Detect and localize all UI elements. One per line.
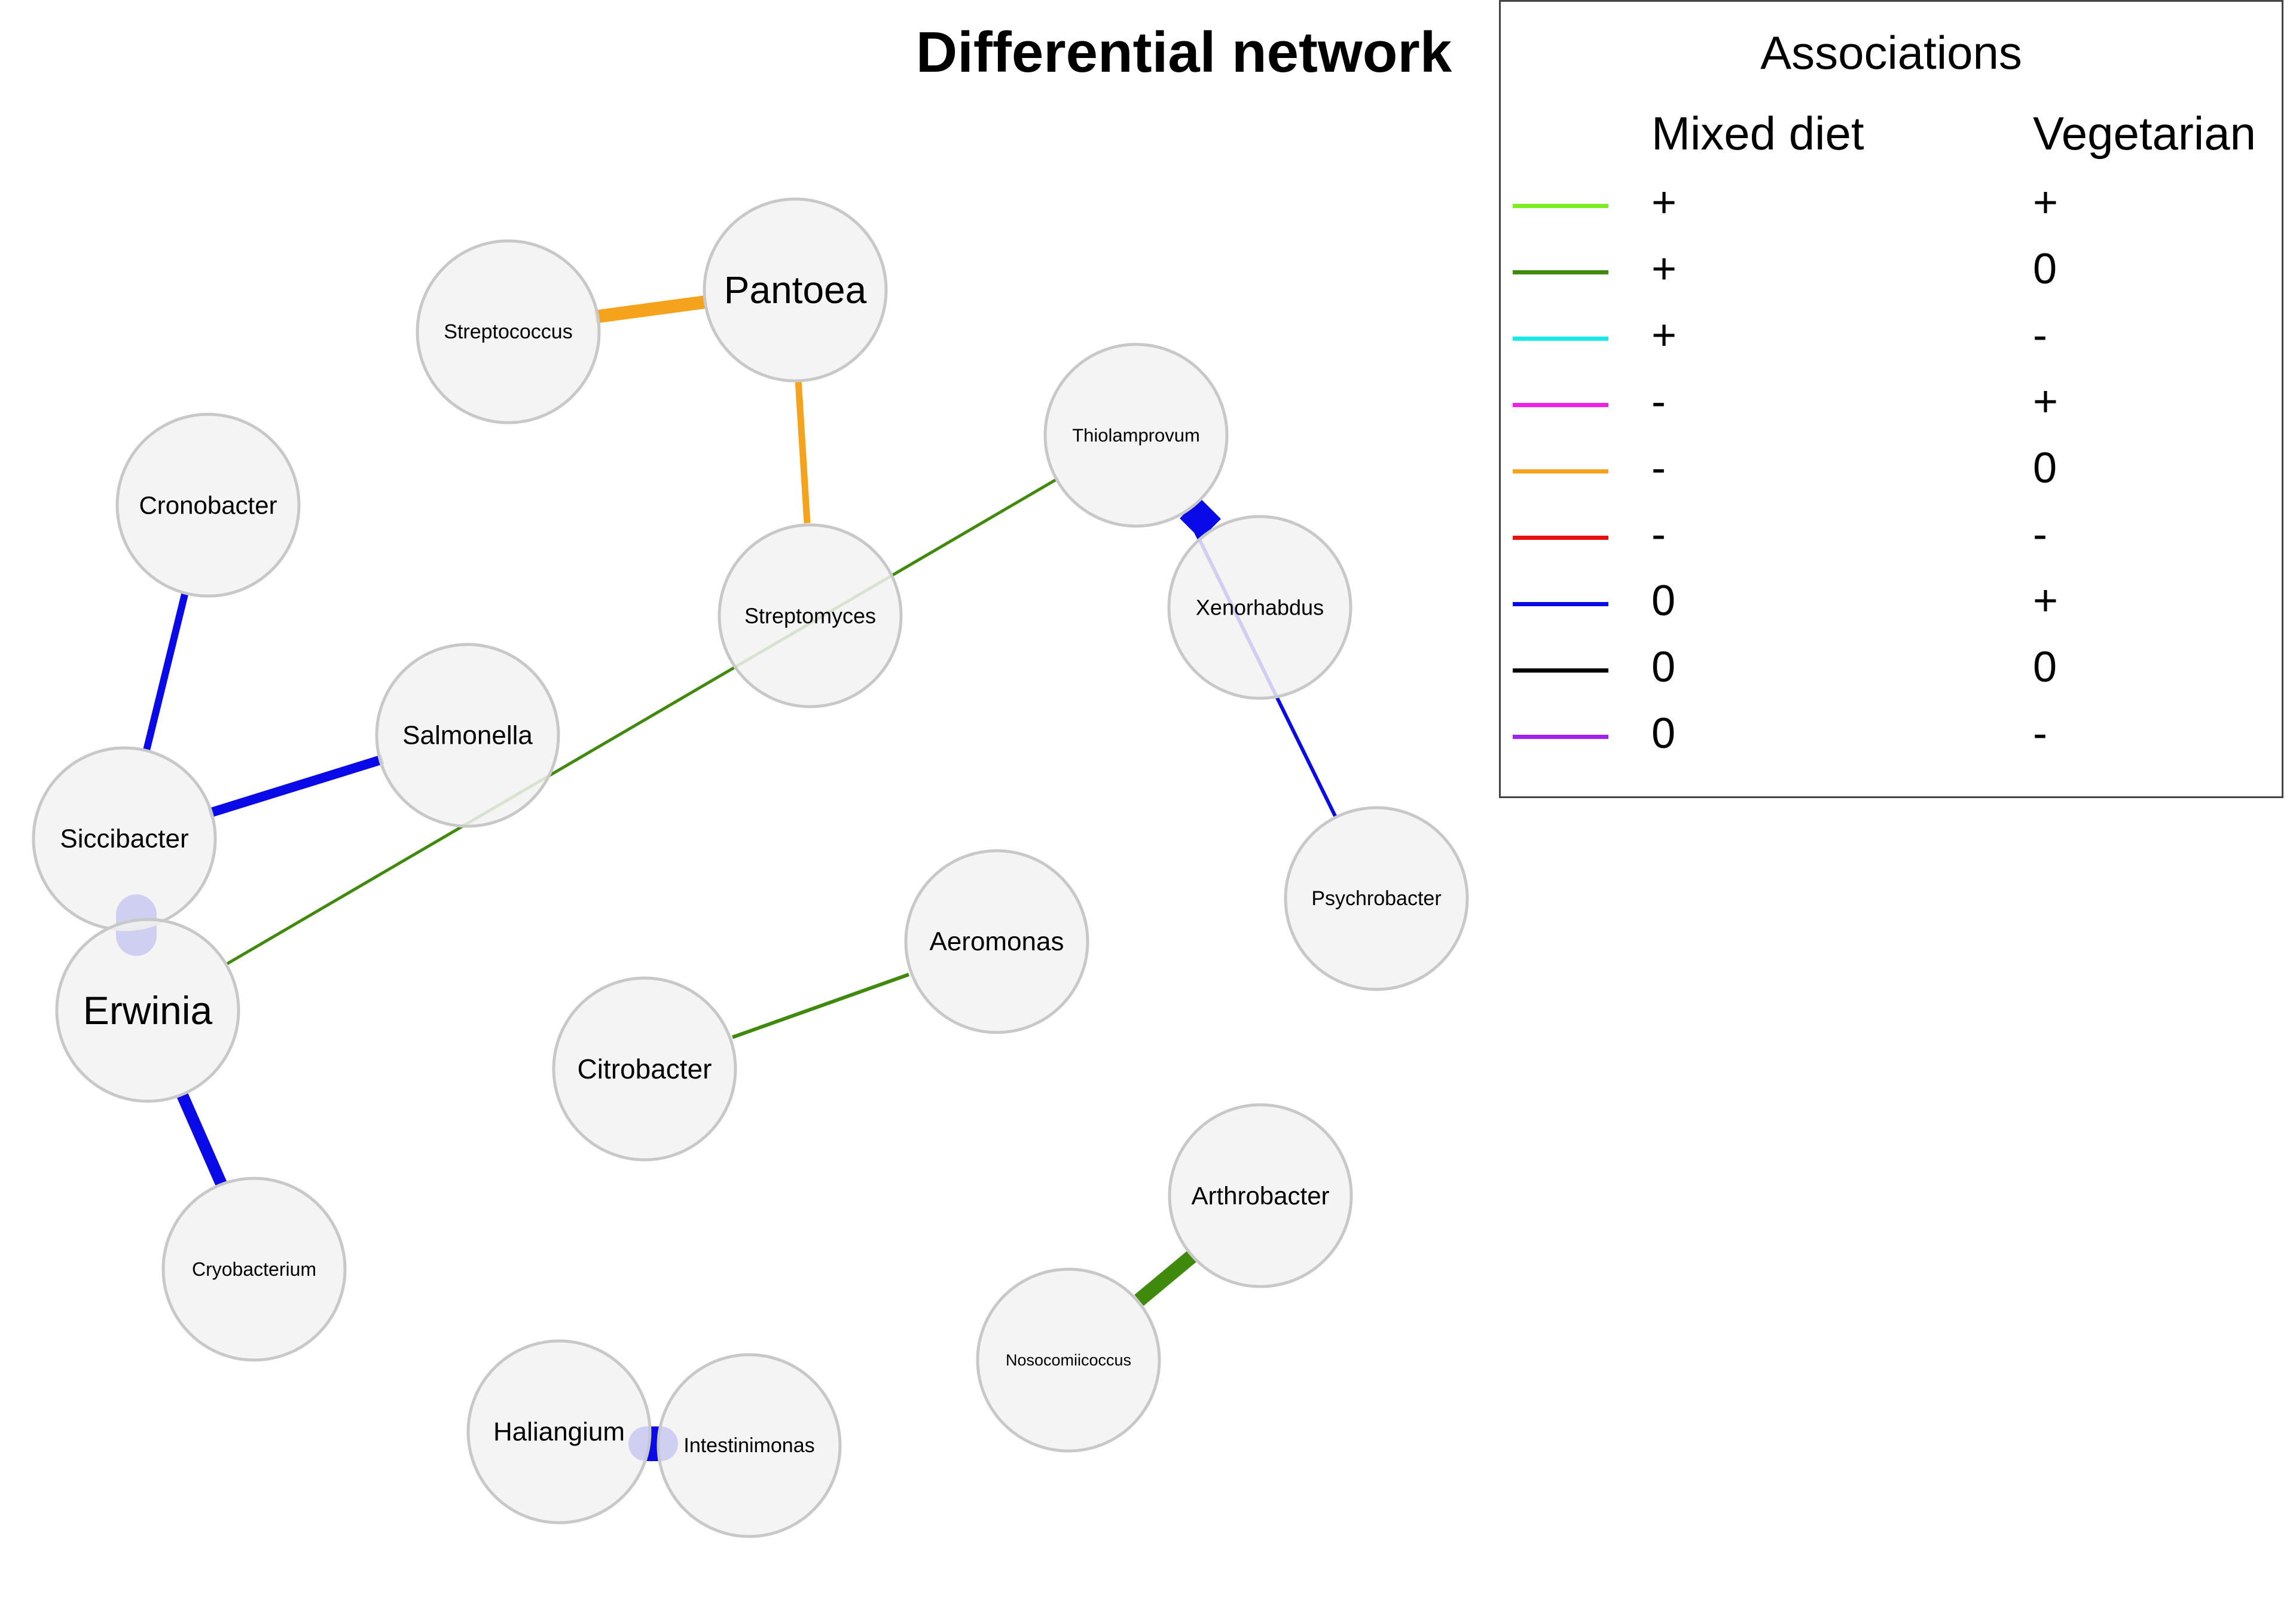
legend-col-mixed-diet: Mixed diet xyxy=(1651,107,1864,160)
legend-veg-value: 0 xyxy=(2033,245,2057,293)
node-salmonella[interactable] xyxy=(375,643,560,828)
label-erwinia: Erwinia xyxy=(83,988,213,1032)
node-arthrobacter[interactable] xyxy=(1168,1103,1353,1288)
legend-veg-value: 0 xyxy=(2033,643,2057,691)
node-cryobacterium[interactable] xyxy=(161,1177,347,1362)
legend-mixed-value: + xyxy=(1651,311,1677,359)
edge-thiolamprovum-xenorhabdus xyxy=(1180,498,1221,539)
label-thiolamprovum: Thiolamprovum xyxy=(1072,425,1200,446)
label-aeromonas: Aeromonas xyxy=(929,927,1064,957)
label-psychrobacter: Psychrobacter xyxy=(1311,887,1441,910)
label-streptomyces: Streptomyces xyxy=(744,604,876,628)
label-xenorhabdus: Xenorhabdus xyxy=(1196,595,1324,620)
label-nosocomiicoccus: Nosocomiicoccus xyxy=(1006,1351,1131,1369)
edge-streptococcus-pantoea xyxy=(594,295,707,323)
node-intestinimonas[interactable] xyxy=(657,1353,842,1538)
legend-mixed-value: + xyxy=(1651,245,1677,293)
legend-row: + 0 xyxy=(1501,239,2282,304)
legend-mixed-value: + xyxy=(1651,179,1677,227)
node-streptococcus[interactable] xyxy=(416,239,601,424)
legend-mixed-value: 0 xyxy=(1651,710,1676,757)
node-psychrobacter[interactable] xyxy=(1284,806,1469,991)
node-erwinia[interactable] xyxy=(55,918,240,1103)
label-streptococcus: Streptococcus xyxy=(444,320,572,343)
legend-swatch xyxy=(1513,403,1608,407)
legend-row: - - xyxy=(1501,504,2282,570)
legend-mixed-value: 0 xyxy=(1651,577,1676,625)
label-intestinimonas: Intestinimonas xyxy=(683,1434,814,1457)
label-haliangium: Haliangium xyxy=(493,1417,625,1447)
node-cronobacter[interactable] xyxy=(115,413,301,598)
legend-veg-value: 0 xyxy=(2033,444,2057,492)
node-nosocomiicoccus[interactable] xyxy=(976,1267,1161,1453)
legend-swatch xyxy=(1513,536,1608,540)
legend-title: Associations xyxy=(1760,26,2022,79)
legend-row: + + xyxy=(1501,172,2282,238)
legend-mixed-value: 0 xyxy=(1651,643,1676,691)
label-salmonella: Salmonella xyxy=(402,721,533,750)
nodes xyxy=(32,197,1469,1538)
node-xenorhabdus[interactable] xyxy=(1167,515,1352,700)
edge-thiolamprovum-erwinia xyxy=(226,476,1060,966)
legend-row: 0 0 xyxy=(1501,637,2282,702)
node-haliangium[interactable] xyxy=(466,1339,652,1524)
node-thiolamprovum[interactable] xyxy=(1043,343,1229,528)
diagram-title: Differential network xyxy=(915,20,1452,84)
legend-row: 0 - xyxy=(1501,703,2282,769)
legend-col-vegetarian: Vegetarian xyxy=(2033,107,2256,160)
legend-swatch xyxy=(1513,337,1608,341)
edge-erwinia-cryobacterium xyxy=(176,1092,227,1187)
node-citrobacter[interactable] xyxy=(552,976,737,1162)
edge-salmonella-siccibacter xyxy=(207,754,384,818)
label-cronobacter: Cronobacter xyxy=(139,491,277,520)
legend: Associations Mixed diet Vegetarian + + +… xyxy=(1499,0,2283,798)
legend-swatch xyxy=(1513,735,1608,739)
edge-arthrobacter-nosocomiicoccus xyxy=(1134,1249,1198,1306)
legend-veg-value: + xyxy=(2033,179,2059,227)
legend-swatch xyxy=(1513,668,1608,673)
legend-veg-value: - xyxy=(2033,710,2047,757)
legend-swatch xyxy=(1513,469,1608,473)
legend-veg-value: + xyxy=(2033,378,2059,426)
legend-row: + - xyxy=(1501,305,2282,371)
legend-swatch xyxy=(1513,602,1608,606)
legend-mixed-value: - xyxy=(1651,378,1666,426)
legend-veg-value: - xyxy=(2033,311,2047,359)
node-aeromonas[interactable] xyxy=(904,849,1089,1034)
legend-row: 0 + xyxy=(1501,570,2282,636)
legend-veg-value: + xyxy=(2033,577,2059,625)
edge-pantoea-streptomyces xyxy=(795,379,811,524)
label-arthrobacter: Arthrobacter xyxy=(1191,1182,1329,1210)
label-siccibacter: Siccibacter xyxy=(60,824,188,854)
legend-veg-value: - xyxy=(2033,511,2047,558)
edge-citrobacter-aeromonas xyxy=(731,973,910,1039)
legend-mixed-value: - xyxy=(1651,511,1666,558)
legend-swatch xyxy=(1513,204,1608,208)
legend-swatch xyxy=(1513,270,1608,274)
edge-cronobacter-siccibacter xyxy=(143,591,189,751)
node-streptomyces[interactable] xyxy=(718,523,903,708)
node-pantoea[interactable] xyxy=(703,197,888,383)
legend-mixed-value: - xyxy=(1651,444,1666,492)
label-citrobacter: Citrobacter xyxy=(578,1053,712,1084)
label-cryobacterium: Cryobacterium xyxy=(192,1258,316,1280)
legend-row: - 0 xyxy=(1501,438,2282,503)
label-pantoea: Pantoea xyxy=(724,268,867,311)
legend-row: - + xyxy=(1501,371,2282,437)
node-labels: Streptococcus Pantoea Thiolamprovum Cron… xyxy=(60,268,1441,1457)
